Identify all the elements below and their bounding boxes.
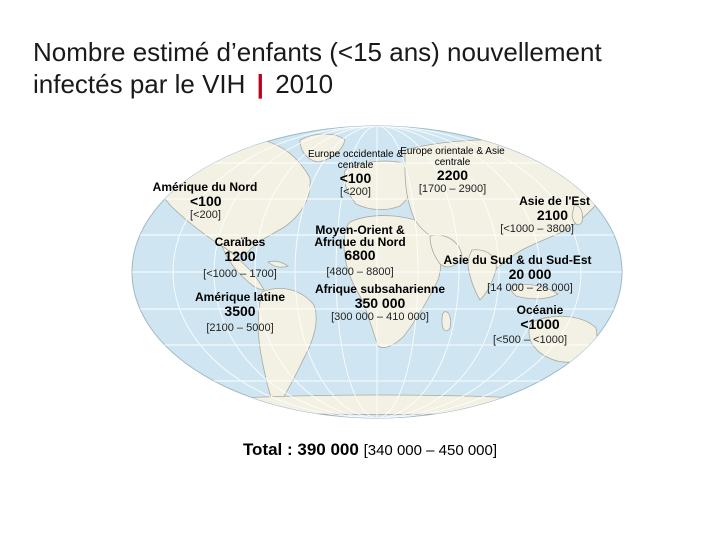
region-value: <100 xyxy=(190,193,222,209)
caribbean-islands xyxy=(267,260,289,268)
graticule xyxy=(132,126,622,418)
region-range: [2100 – 5000] xyxy=(206,322,274,334)
region-range: [1700 – 2900] xyxy=(418,183,487,195)
region-name: Caraïbes xyxy=(214,235,266,249)
total-estimate: Total : 390 000 [340 000 – 450 000] xyxy=(0,440,720,460)
central-america-landmass xyxy=(221,245,265,291)
region-name: Amérique du Nord xyxy=(152,180,258,194)
region-name: Moyen-Orient & Afrique du Nord xyxy=(314,223,406,249)
region-value: 20 000 xyxy=(508,266,552,282)
region-name: Océanie xyxy=(516,303,564,317)
region-value: 1200 xyxy=(224,248,256,264)
region-name: Europe orientale & Asie centrale xyxy=(400,146,505,168)
region-latin-america: Amérique latine 3500 [2100 – 5000] xyxy=(195,291,285,335)
region-oceania: Océanie <1000 [<500 – <1000] xyxy=(480,304,580,347)
region-name: Asie de l'Est xyxy=(519,194,590,208)
title-line-1: Nombre estimé d’enfants (<15 ans) nouvel… xyxy=(33,37,602,67)
region-value: 2100 xyxy=(536,207,568,223)
antarctica-landmass xyxy=(159,394,601,415)
japan-landmass xyxy=(571,205,583,226)
madagascar-landmass xyxy=(441,311,452,332)
region-value: <1000 xyxy=(520,316,560,332)
region-east-asia: Asie de l'Est 2100 [<1000 – 3800] xyxy=(480,195,590,236)
title-line-2-text: infectés par le VIH xyxy=(33,69,246,99)
region-name: Asie du Sud & du Sud-Est xyxy=(443,253,592,267)
region-range: [<500 – <1000] xyxy=(492,334,567,346)
region-value: <100 xyxy=(339,170,372,186)
region-range: [<1000 – 1700] xyxy=(203,268,277,280)
title-separator: | xyxy=(256,69,264,99)
region-ssa: Afrique subsaharienne 350 000 [300 000 –… xyxy=(305,283,455,324)
region-value: 350 000 xyxy=(354,295,406,311)
arabia-landmass xyxy=(429,234,463,268)
region-range: [<200] xyxy=(340,186,371,198)
india-landmass xyxy=(467,249,497,301)
new-zealand-landmass xyxy=(602,359,609,373)
region-name: Afrique subsaharienne xyxy=(314,282,446,296)
region-value: 6800 xyxy=(344,247,376,263)
title-line-2: infectés par le VIH | 2010 xyxy=(33,68,693,100)
region-range: [300 000 – 410 000] xyxy=(331,311,429,323)
region-value: 3500 xyxy=(224,303,256,319)
page-title: Nombre estimé d’enfants (<15 ans) nouvel… xyxy=(33,36,693,100)
region-range: [<200] xyxy=(190,209,221,221)
region-mena: Moyen-Orient & Afrique du Nord 6800 [480… xyxy=(300,224,420,279)
region-caribbean: Caraïbes 1200 [<1000 – 1700] xyxy=(190,236,290,281)
southeast-asia-islands xyxy=(510,284,559,300)
region-south-southeast-asia: Asie du Sud & du Sud-Est 20 000 [14 000 … xyxy=(440,254,595,295)
total-value: Total : 390 000 xyxy=(242,440,359,459)
europe-landmass xyxy=(343,160,414,210)
region-range: [14 000 – 28 000] xyxy=(487,282,573,294)
south-america-landmass xyxy=(257,288,317,411)
title-year: 2010 xyxy=(275,69,334,99)
region-range: [4800 – 8800] xyxy=(326,266,394,278)
total-range: [340 000 – 450 000] xyxy=(363,442,498,459)
region-value: 2200 xyxy=(436,167,469,183)
region-name: Europe occidentale & centrale xyxy=(307,149,404,171)
region-western-central-europe: Europe occidentale & centrale <100 [<200… xyxy=(298,149,413,199)
region-north-america: Amérique du Nord <100 [<200] xyxy=(150,181,260,222)
region-name: Amérique latine xyxy=(195,290,286,304)
region-range: [<1000 – 3800] xyxy=(500,223,574,235)
region-eastern-europe-central-asia: Europe orientale & Asie centrale 2200 [1… xyxy=(395,146,510,196)
